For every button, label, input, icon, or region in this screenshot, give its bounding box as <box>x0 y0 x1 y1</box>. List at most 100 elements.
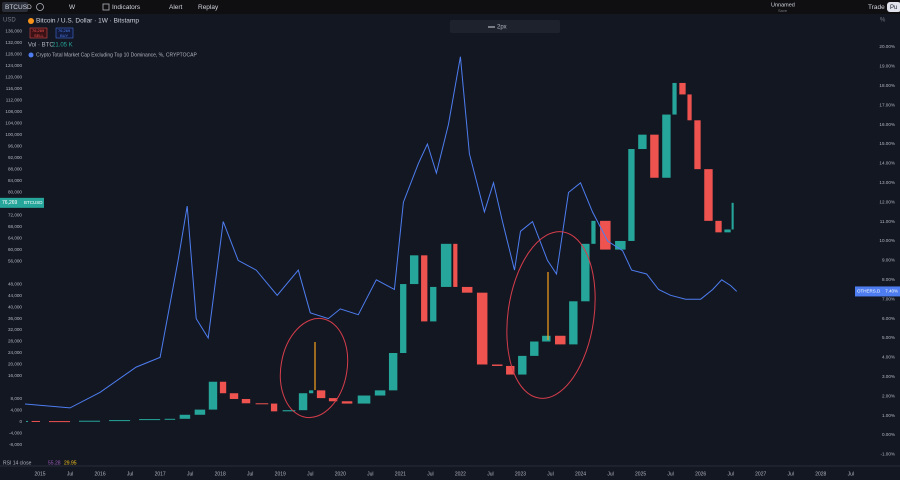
candle <box>555 335 566 345</box>
y-tick-label: 100,000 <box>5 132 22 137</box>
candle <box>430 286 437 322</box>
y-tick-label: 92,000 <box>8 155 22 160</box>
trade-button[interactable]: Trade <box>868 4 885 11</box>
replay-button[interactable]: Replay <box>198 4 219 11</box>
plot-area <box>24 56 738 423</box>
y2-tick-label: 19.00% <box>879 64 895 69</box>
candle <box>672 82 677 115</box>
candle <box>400 284 407 354</box>
y-tick-label: 132,000 <box>5 40 22 45</box>
y-tick-label: 116,000 <box>6 86 23 91</box>
dominance-tag <box>855 286 900 297</box>
x-tick-label: 2015 <box>34 471 45 477</box>
y2-tick-label: 14.00% <box>879 161 895 166</box>
alert-button[interactable]: Alert <box>169 4 183 11</box>
x-tick-label: Jul <box>247 471 253 477</box>
x-tick-label: Jul <box>187 471 193 477</box>
y2-unit: % <box>880 18 886 24</box>
y-tick-label: 136,000 <box>5 28 22 33</box>
x-tick-label: Jul <box>127 471 133 477</box>
candle <box>374 390 386 396</box>
candle <box>270 403 278 412</box>
x-tick-label: 2028 <box>815 471 826 477</box>
candle <box>715 220 722 233</box>
y2-tick-label: 20.00% <box>879 44 895 49</box>
x-tick-label: 2017 <box>155 471 166 477</box>
symbol[interactable]: BTCUSD <box>5 4 32 11</box>
candle <box>421 255 428 322</box>
dominance-tag-name: OTHERS.D <box>857 289 881 294</box>
sell-price[interactable]: 76,269 <box>32 28 45 33</box>
y2-tick-label: 5.00% <box>882 335 895 340</box>
y2-tick-label: 0.00% <box>882 432 895 437</box>
x-tick-label: 2016 <box>95 471 106 477</box>
y2-tick-label: 4.00% <box>882 355 895 360</box>
y-tick-label: 44,000 <box>8 293 22 298</box>
publish-label[interactable]: Pu <box>890 5 897 11</box>
sell-button[interactable] <box>29 27 48 39</box>
layout-name[interactable]: Unnamed <box>771 2 795 8</box>
y2-tick-label: 2.00% <box>882 393 895 398</box>
candle <box>600 220 611 250</box>
x-tick-label: 2019 <box>275 471 286 477</box>
y-unit: USD <box>3 18 16 24</box>
x-tick-label: 2026 <box>695 471 706 477</box>
buy-button[interactable] <box>55 27 74 39</box>
x-tick-label: 2018 <box>215 471 226 477</box>
y-tick-label: 36,000 <box>8 316 22 321</box>
candle <box>461 286 473 293</box>
y-tick-label: 80,000 <box>8 189 22 194</box>
candle <box>591 220 596 244</box>
x-tick-label: Jul <box>427 471 433 477</box>
candle <box>679 82 686 95</box>
candle <box>229 393 239 399</box>
y-tick-label: 40,000 <box>8 304 22 309</box>
x-tick-label: Jul <box>848 471 854 477</box>
y-tick-label: 20,000 <box>8 362 22 367</box>
btc-icon <box>28 18 34 24</box>
x-tick-label: 2024 <box>575 471 586 477</box>
y-tick-label: -4,000 <box>9 431 22 436</box>
candle <box>476 292 488 365</box>
y2-tick-label: 1.00% <box>882 413 895 418</box>
buy-label[interactable]: BUY <box>60 33 69 38</box>
candle <box>194 409 206 415</box>
candle <box>139 419 161 421</box>
price-tag <box>0 197 44 208</box>
stroke-width[interactable]: 2px <box>497 25 507 31</box>
layout-status: Save <box>778 8 788 13</box>
interval[interactable]: W <box>69 4 76 11</box>
x-axis-band <box>0 466 900 480</box>
buy-price[interactable]: 76,269 <box>58 28 71 33</box>
candle <box>255 403 269 405</box>
candle <box>518 355 527 375</box>
candle <box>179 414 191 419</box>
x-tick-label: Jul <box>487 471 493 477</box>
candle <box>219 381 227 394</box>
y-tick-label: 96,000 <box>8 143 22 148</box>
y-tick-label: 24,000 <box>8 350 22 355</box>
candle <box>542 335 551 342</box>
candle <box>316 390 326 399</box>
top-toolbar <box>0 0 900 14</box>
x-tick-label: 2021 <box>395 471 406 477</box>
add-symbol-icon[interactable] <box>36 3 44 11</box>
candle <box>694 120 701 170</box>
indicators-button[interactable]: Indicators <box>112 4 141 11</box>
publish-button[interactable] <box>887 2 900 12</box>
circle-annotation <box>506 231 596 399</box>
x-tick-label: Jul <box>667 471 673 477</box>
candle <box>341 401 353 404</box>
y-tick-label: 120,000 <box>5 74 22 79</box>
y2-tick-label: 10.00% <box>879 238 895 243</box>
y2-tick-label: 3.00% <box>882 374 895 379</box>
candle <box>650 134 659 178</box>
y-tick-label: 16,000 <box>8 373 22 378</box>
symbol-box[interactable] <box>2 2 28 12</box>
y2-tick-label: 15.00% <box>879 141 895 146</box>
candle <box>79 420 101 422</box>
sell-label[interactable]: SELL <box>34 33 45 38</box>
indicators-icon[interactable] <box>102 3 110 11</box>
